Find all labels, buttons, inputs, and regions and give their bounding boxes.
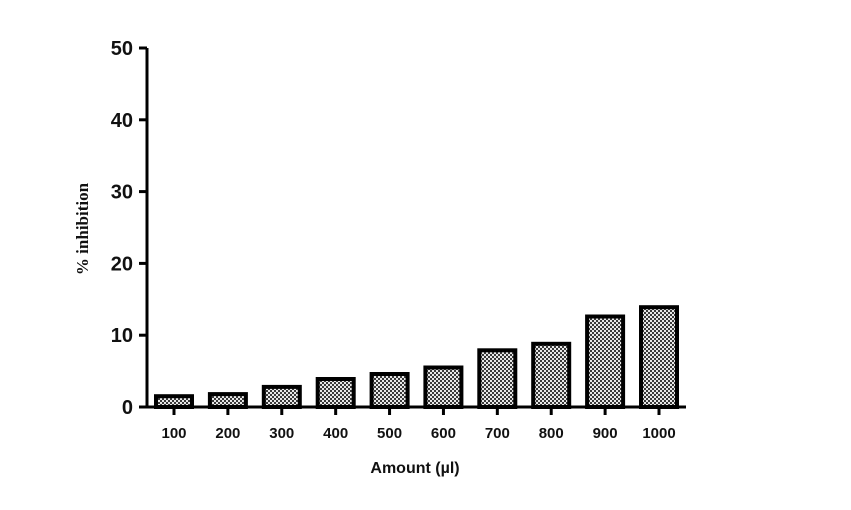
y-tick-label: 0 <box>122 397 133 419</box>
x-tick-label: 100 <box>161 425 186 442</box>
bar-300 <box>261 384 302 409</box>
x-tick-label: 1000 <box>642 425 675 442</box>
x-tick-label: 700 <box>485 425 510 442</box>
y-tick-label: 30 <box>111 182 133 204</box>
y-ticks-group: 0 10 20 30 40 50 <box>111 38 147 419</box>
bar-800 <box>531 341 572 409</box>
x-ticks-group: 100 200 300 400 500 600 700 800 900 1000 <box>161 407 676 442</box>
bar-700 <box>477 348 518 409</box>
bar-200 <box>207 392 248 410</box>
bars-group <box>154 305 679 410</box>
bar-900 <box>585 314 626 409</box>
bar-100 <box>154 394 194 410</box>
y-tick-label: 50 <box>111 38 133 60</box>
y-tick-label: 10 <box>111 325 133 347</box>
x-tick-label: 500 <box>377 425 402 442</box>
x-tick-label: 400 <box>323 425 348 442</box>
bar-1000 <box>639 305 679 410</box>
x-tick-label: 800 <box>539 425 564 442</box>
bar-600 <box>423 365 464 409</box>
x-tick-label: 300 <box>269 425 294 442</box>
x-tick-label: 200 <box>215 425 240 442</box>
x-axis-label: Amount (µl) <box>370 460 459 477</box>
bar-400 <box>315 377 356 409</box>
y-axis-label: % inhibition <box>73 182 92 275</box>
bar-500 <box>369 372 410 409</box>
x-tick-label: 600 <box>431 425 456 442</box>
axes-group <box>145 48 686 409</box>
x-tick-label: 900 <box>593 425 618 442</box>
y-tick-label: 40 <box>111 110 133 132</box>
y-tick-label: 20 <box>111 253 133 275</box>
